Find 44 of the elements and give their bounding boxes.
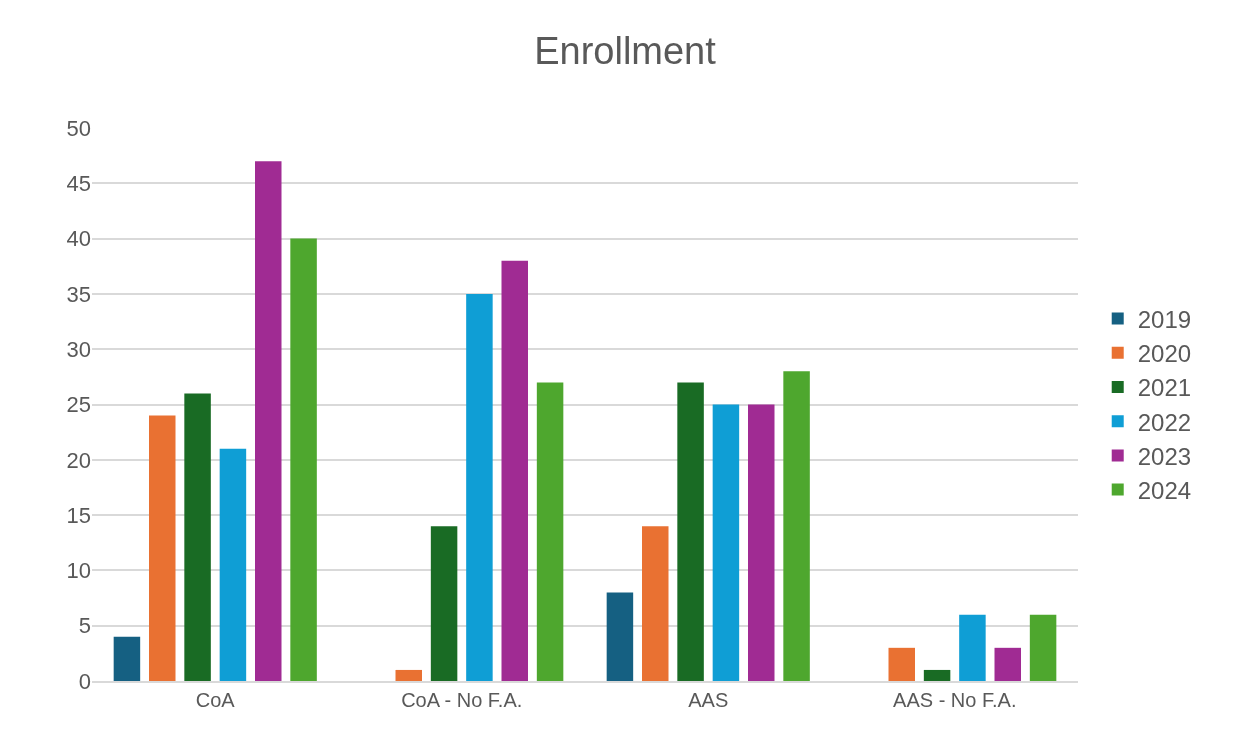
bar: [959, 614, 986, 681]
chart-title: Enrollment: [534, 30, 717, 73]
bar: [677, 382, 704, 681]
bar: [712, 404, 740, 681]
bar: [536, 382, 564, 681]
bar: [290, 238, 317, 681]
bar: [748, 404, 775, 681]
bar: [255, 161, 282, 681]
bar: [149, 415, 176, 681]
y-tick-label: 20: [66, 447, 91, 473]
x-tick-label: CoA: [195, 689, 236, 711]
legend-label: 2020: [1137, 340, 1192, 368]
y-tick-label: 25: [66, 392, 91, 418]
y-tick-label: 10: [66, 558, 91, 584]
bar: [1029, 614, 1057, 681]
x-tick-label: AAS: [688, 689, 729, 711]
y-tick-label: 50: [66, 115, 91, 141]
bar: [184, 393, 211, 681]
bar: [395, 669, 422, 681]
y-tick-label: 15: [66, 502, 91, 528]
bar: [430, 526, 458, 681]
bar: [113, 636, 141, 681]
y-tick-label: 40: [66, 226, 91, 252]
y-tick-label: 5: [78, 613, 91, 639]
bar: [219, 448, 247, 681]
legend-label: 2019: [1137, 305, 1192, 333]
x-tick-label: AAS - No F.A.: [893, 689, 1017, 711]
bar: [888, 647, 915, 681]
legend-label: 2022: [1137, 408, 1192, 436]
bar: [994, 647, 1021, 681]
legend-label: 2023: [1137, 442, 1192, 470]
y-tick-label: 35: [66, 281, 91, 307]
bar: [606, 592, 634, 681]
y-tick-label: 0: [78, 668, 91, 694]
legend-label: 2024: [1137, 476, 1192, 504]
bar: [501, 260, 528, 681]
bar: [642, 526, 669, 681]
x-tick-label: CoA - No F.A.: [401, 689, 523, 711]
bar: [783, 371, 810, 681]
y-tick-label: 30: [66, 336, 91, 362]
bar: [466, 293, 493, 681]
legend-label: 2021: [1137, 374, 1192, 402]
bar: [923, 669, 951, 681]
y-tick-label: 45: [66, 171, 91, 196]
